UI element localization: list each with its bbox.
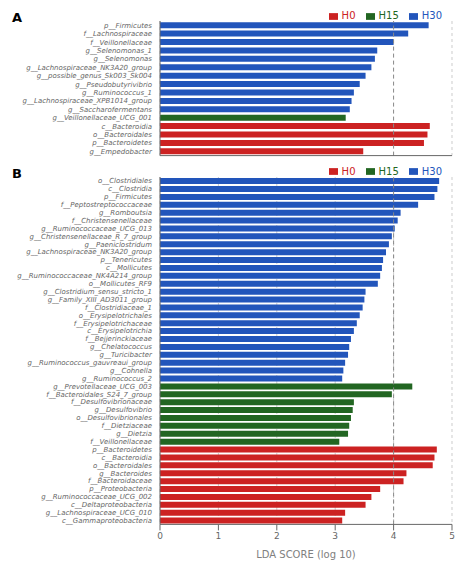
html-text:A: A — [12, 10, 23, 25]
html-text:H15: H15 — [378, 165, 399, 177]
svg-text:g__Desulfovibrio: g__Desulfovibrio — [95, 406, 152, 414]
svg-text:g__Bacteroides: g__Bacteroides — [99, 469, 152, 477]
svg-text:g__Prevotellaceae_UCG_003: g__Prevotellaceae_UCG_003 — [53, 382, 152, 390]
svg-text:g__Ruminococcaceae_UCG_013: g__Ruminococcaceae_UCG_013 — [41, 224, 152, 232]
svg-text:g__Ruminococcaceae_NK4A214_gro: g__Ruminococcaceae_NK4A214_group — [17, 272, 152, 280]
svg-text:f__Bacteroidaceae: f__Bacteroidaceae — [88, 477, 152, 485]
svg-text:g__Turicibacter: g__Turicibacter — [100, 351, 154, 359]
html-text:H0: H0 — [341, 165, 356, 177]
html-text:H15: H15 — [378, 10, 399, 21]
svg-text:f__Bacteroidales_S24_7_group: f__Bacteroidales_S24_7_group — [46, 390, 152, 398]
svg-text:g__Lachnospiraceae_NK3A20_grou: g__Lachnospiraceae_NK3A20_group — [26, 248, 152, 256]
html-text:H0: H0 — [341, 10, 356, 21]
svg-text:g__possible_genus_Sk003_Sk004: g__possible_genus_Sk003_Sk004 — [37, 72, 152, 80]
svg-text:f__Lachnospiraceae: f__Lachnospiraceae — [84, 30, 152, 38]
svg-text:f__Erysipelotrichaceae: f__Erysipelotrichaceae — [74, 319, 152, 327]
svg-text:o__Erysipelotrichales: o__Erysipelotrichales — [79, 311, 153, 319]
svg-text:c__Gammaproteobacteria: c__Gammaproteobacteria — [62, 517, 152, 525]
svg-text:o__Desulfovibrionales: o__Desulfovibrionales — [76, 414, 152, 422]
svg-text:f__Desulfovibrionaceae: f__Desulfovibrionaceae — [71, 398, 152, 406]
svg-text:4: 4 — [391, 530, 397, 540]
svg-text:p__Firmicutes: p__Firmicutes — [103, 193, 152, 201]
svg-text:p__Firmicutes: p__Firmicutes — [103, 22, 152, 30]
svg-text:2: 2 — [274, 530, 280, 540]
svg-text:f__Peptostreptococcaceae: f__Peptostreptococcaceae — [61, 201, 152, 209]
svg-text:g__Pseudobutyrivibrio: g__Pseudobutyrivibrio — [75, 81, 152, 89]
svg-text:o__Mollicutes_RF9: o__Mollicutes_RF9 — [89, 280, 153, 288]
svg-text:g__Veillonellaceae_UCG_001: g__Veillonellaceae_UCG_001 — [53, 114, 153, 122]
svg-text:f__Veillonellaceae: f__Veillonellaceae — [90, 39, 152, 47]
svg-text:g__Christensenellaceae_R_7_gro: g__Christensenellaceae_R_7_group — [30, 232, 153, 240]
svg-text:o__Bacteroidales: o__Bacteroidales — [93, 461, 152, 469]
svg-text:LDA SCORE (log 10): LDA SCORE (log 10) — [256, 549, 356, 560]
svg-text:g__Ruminococcaceae_UCG_002: g__Ruminococcaceae_UCG_002 — [41, 493, 152, 501]
svg-text:g__Family_XIII_AD3011_group: g__Family_XIII_AD3011_group — [48, 295, 153, 303]
svg-text:g__Clostridium_sensu_stricto_1: g__Clostridium_sensu_stricto_1 — [43, 288, 152, 296]
svg-text:g__Paeniclostridum: g__Paeniclostridum — [85, 240, 153, 248]
svg-text:g__Ruminococcus_gauvreaui_grou: g__Ruminococcus_gauvreaui_group — [27, 359, 152, 367]
html-text:H30: H30 — [421, 165, 442, 177]
svg-text:f__Clostridiaceae_1: f__Clostridiaceae_1 — [85, 303, 152, 311]
svg-text:g__Selenomonas_1: g__Selenomonas_1 — [86, 47, 152, 55]
svg-text:p__Proteobacteria: p__Proteobacteria — [88, 485, 152, 493]
svg-text:c__Erysipelotrichia: c__Erysipelotrichia — [87, 327, 152, 335]
svg-text:p__Tenericutes: p__Tenericutes — [99, 256, 152, 264]
svg-text:g__Lachnospiraceae_NK3A20_grou: g__Lachnospiraceae_NK3A20_group — [26, 64, 152, 72]
svg-text:1: 1 — [216, 530, 222, 540]
svg-text:c__Clostridia: c__Clostridia — [108, 185, 152, 193]
svg-text:g__Selenomonas: g__Selenomonas — [93, 55, 152, 63]
svg-text:g__Cohnella: g__Cohnella — [110, 367, 152, 375]
svg-text:g__Romboutsia: g__Romboutsia — [99, 209, 152, 217]
svg-text:3: 3 — [332, 530, 338, 540]
svg-text:f__Bejjerinckiaceae: f__Bejjerinckiaceae — [85, 335, 152, 343]
svg-text:g__Empedobacter: g__Empedobacter — [89, 148, 153, 156]
svg-text:f__Veillonellaceae: f__Veillonellaceae — [90, 438, 152, 446]
svg-text:p__Bacteroidetes: p__Bacteroidetes — [91, 139, 152, 147]
svg-text:c__Bacteroidia: c__Bacteroidia — [101, 453, 152, 461]
svg-text:c__Mollicutes: c__Mollicutes — [106, 264, 152, 272]
svg-text:g__Chelatococcus: g__Chelatococcus — [90, 343, 152, 351]
html-text:H30: H30 — [421, 10, 442, 21]
svg-text:c__Bacteroidia: c__Bacteroidia — [101, 123, 152, 131]
svg-text:g__Dietzia: g__Dietzia — [116, 430, 152, 438]
svg-text:5: 5 — [449, 530, 455, 540]
svg-text:g__Saccharofermentans: g__Saccharofermentans — [68, 106, 152, 114]
svg-text:g__Ruminococcus_2: g__Ruminococcus_2 — [82, 374, 152, 382]
svg-text:g__Ruminococcus_1: g__Ruminococcus_1 — [82, 89, 152, 97]
svg-text:o__Bacteroidales: o__Bacteroidales — [93, 131, 152, 139]
svg-text:p__Bacteroidetes: p__Bacteroidetes — [91, 445, 152, 453]
svg-text:g__Lachnospiraceae_XPB1014_gro: g__Lachnospiraceae_XPB1014_group — [23, 97, 153, 105]
svg-text:g__Lachnospiraceae_UCG_010: g__Lachnospiraceae_UCG_010 — [46, 509, 153, 517]
svg-text:0: 0 — [157, 530, 163, 540]
svg-text:c__Deltaproteobacteria: c__Deltaproteobacteria — [71, 501, 152, 509]
html-text:B: B — [12, 165, 22, 181]
svg-text:f__Christensenellaceae: f__Christensenellaceae — [72, 217, 152, 225]
svg-text:o__Clostridiales: o__Clostridiales — [98, 177, 152, 185]
svg-text:f__Dietziaceae: f__Dietziaceae — [102, 422, 152, 430]
